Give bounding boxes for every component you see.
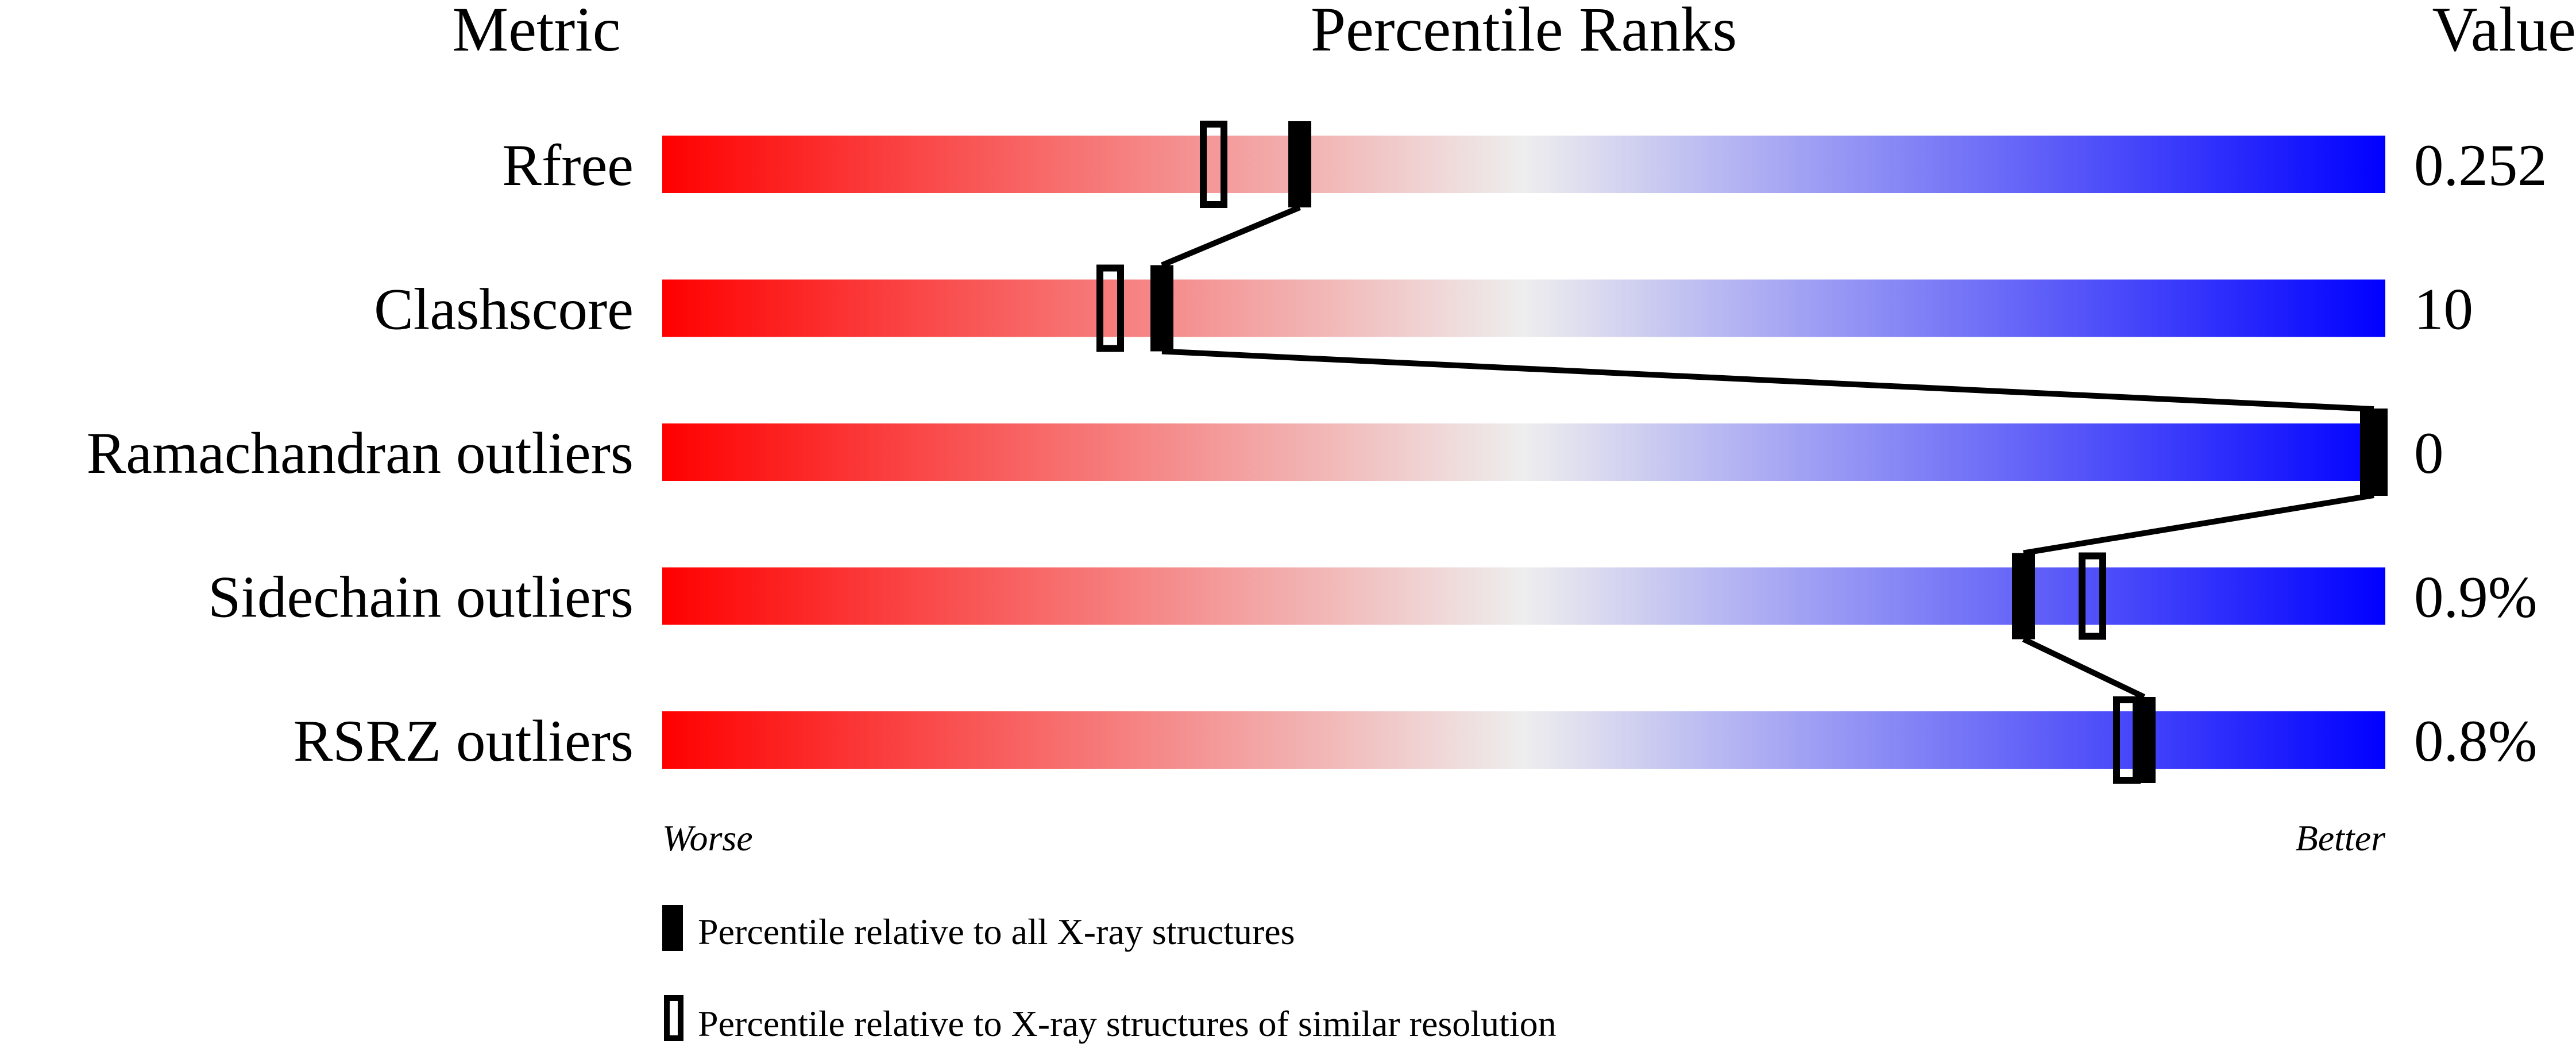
metric-value: 0.252 xyxy=(2414,133,2547,198)
gradient-bar xyxy=(662,136,2385,193)
connector-line xyxy=(1161,205,1301,268)
marker-all-structures xyxy=(1288,121,1311,207)
connector-line xyxy=(2022,636,2146,700)
gradient-bar xyxy=(662,423,2385,481)
gradient-bar xyxy=(662,279,2385,337)
gradient-bar xyxy=(662,567,2385,625)
metric-value: 0.9% xyxy=(2414,565,2538,630)
header-percentile-ranks: Percentile Ranks xyxy=(1311,0,1737,64)
header-metric: Metric xyxy=(452,0,620,64)
marker-all-structures xyxy=(2133,697,2156,783)
legend-filled-label: Percentile relative to all X-ray structu… xyxy=(698,911,1295,952)
metric-value: 10 xyxy=(2414,277,2473,342)
legend-open-label: Percentile relative to X-ray structures … xyxy=(698,1003,1557,1044)
better-label: Better xyxy=(2296,818,2386,858)
metric-label: Sidechain outliers xyxy=(208,565,634,630)
marker-similar-resolution xyxy=(1096,264,1124,352)
marker-similar-resolution xyxy=(1200,121,1227,208)
gradient-bar xyxy=(662,711,2385,769)
metric-label: Clashscore xyxy=(374,277,634,342)
legend-open-marker xyxy=(664,995,683,1041)
header-value: Value xyxy=(2432,0,2576,64)
metric-label: Ramachandran outliers xyxy=(87,421,634,486)
marker-all-structures xyxy=(1150,265,1173,352)
metric-label: Rfree xyxy=(502,133,634,198)
connector-line xyxy=(2023,492,2374,556)
marker-similar-resolution xyxy=(2079,552,2106,640)
worse-label: Worse xyxy=(662,818,753,858)
legend-filled-marker xyxy=(662,905,683,951)
marker-all-structures xyxy=(2362,409,2385,495)
metric-value: 0 xyxy=(2414,421,2444,486)
connector-line xyxy=(1161,348,2374,412)
metric-label: RSRZ outliers xyxy=(293,708,634,774)
metric-value: 0.8% xyxy=(2414,708,2538,774)
marker-all-structures xyxy=(2012,553,2035,639)
